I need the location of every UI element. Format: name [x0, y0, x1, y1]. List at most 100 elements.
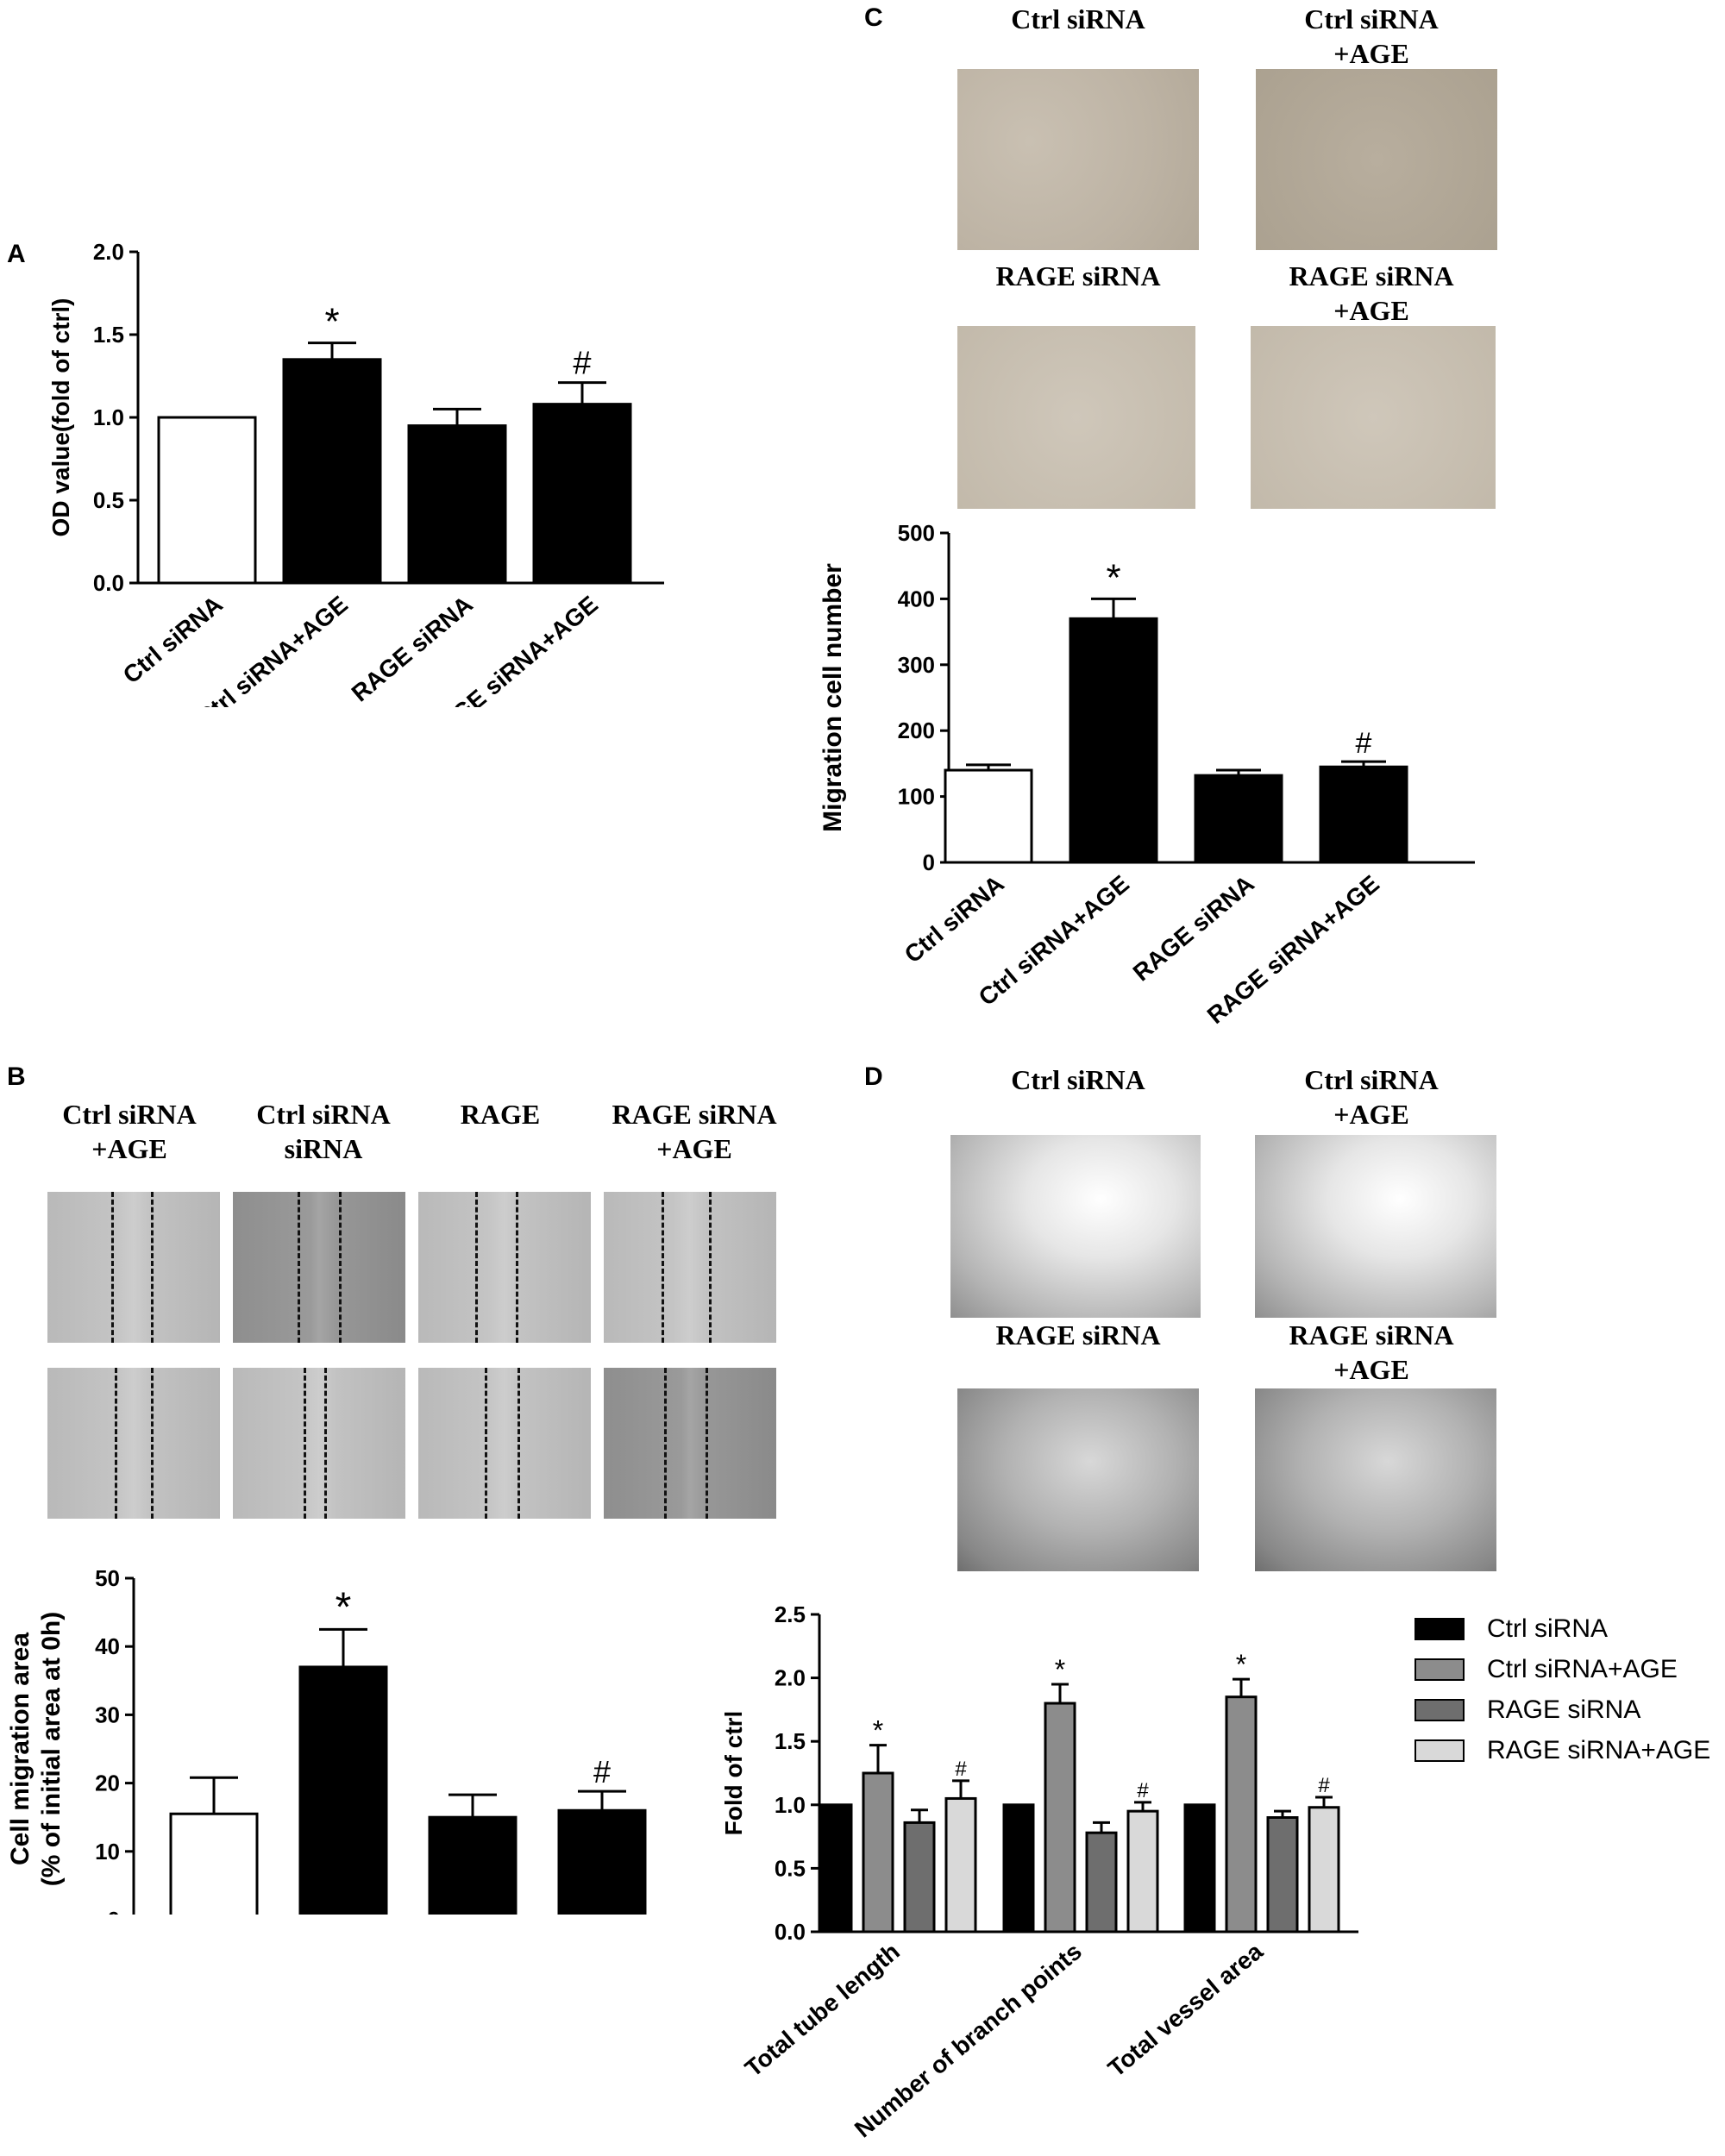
chart-c-bar	[1319, 765, 1408, 864]
chart-d-fold-of-ctrl: 0.0 0.5 1.0 1.5 2.0 2.5 Fold of ctrl * # Total tu…	[720, 1601, 1358, 2143]
chart-a-y-tick-label: 1.5	[93, 322, 124, 348]
chart-c-y-tick-label: 400	[898, 586, 935, 611]
chart-d-x-tick-label: Total tube length	[740, 1938, 905, 2082]
panel-label-b: B	[7, 1062, 26, 1091]
chart-b-y-tick-label: 10	[95, 1839, 120, 1865]
panel-d-label-ctrl-age: Ctrl siRNA +AGE	[1304, 1064, 1439, 1130]
chart-d-bar	[1266, 1816, 1299, 1934]
wound-image-row1-col4	[604, 1192, 776, 1343]
chart-d-bar	[1308, 1806, 1340, 1934]
chart-d-bar	[903, 1821, 936, 1934]
legend-item: RAGE siRNA+AGE	[1414, 1736, 1710, 1765]
transwell-image-rage-sirna-age	[1251, 326, 1496, 509]
panel-b-label-rage-age: RAGE siRNA +AGE	[612, 1099, 777, 1164]
chart-c-significance-marker: #	[1356, 727, 1372, 760]
chart-a-bar	[407, 424, 507, 585]
chart-a-y-axis-label: OD value(fold of ctrl)	[47, 298, 74, 537]
chart-b-bar	[428, 1815, 518, 1915]
chart-d-y-tick-label: 0.5	[775, 1855, 806, 1881]
legend-label: RAGE siRNA+AGE	[1487, 1736, 1711, 1764]
panel-b-label-ctrl-age: Ctrl siRNA +AGE	[62, 1099, 197, 1164]
tube-image-ctrl-sirna-age	[1255, 1135, 1496, 1318]
legend-item: Ctrl siRNA+AGE	[1414, 1655, 1678, 1684]
chart-b-bar	[557, 1808, 647, 1915]
chart-d-significance-marker: #	[1318, 1774, 1330, 1797]
chart-b-significance-marker: #	[593, 1754, 611, 1789]
panel-c-label-rage-age: RAGE siRNA +AGE	[1289, 260, 1454, 326]
chart-c-y-tick-label: 300	[898, 652, 935, 678]
wound-image-row1-col2	[233, 1192, 405, 1343]
chart-d-y-tick-label: 2.5	[775, 1601, 806, 1627]
chart-a-y-tick-label: 1.0	[93, 404, 124, 430]
panel-d-label-rage: RAGE siRNA	[995, 1319, 1161, 1351]
chart-a-bar	[282, 358, 382, 585]
chart-d-bar	[862, 1771, 894, 1934]
chart-d-bar	[1002, 1803, 1035, 1934]
chart-d-y-tick-label: 0.0	[775, 1919, 806, 1945]
chart-a-x-tick-label: Ctrl siRNA	[118, 591, 228, 689]
legend-swatch	[1414, 1739, 1465, 1762]
chart-c-bar	[944, 768, 1033, 864]
wound-image-row2-col1	[47, 1368, 220, 1519]
panel-label-a: A	[7, 240, 26, 268]
panel-c-label-ctrl-age: Ctrl siRNA +AGE	[1304, 3, 1439, 69]
tube-image-ctrl-sirna	[950, 1135, 1201, 1318]
wound-image-row1-col3	[418, 1192, 591, 1343]
legend-item: RAGE siRNA	[1414, 1695, 1640, 1725]
chart-d-y-axis-label: Fold of ctrl	[720, 1711, 747, 1836]
legend-label: Ctrl siRNA+AGE	[1487, 1655, 1678, 1683]
chart-c-x-tick-label: Ctrl siRNA	[900, 870, 1009, 968]
chart-d-significance-marker: *	[873, 1715, 883, 1746]
legend-label: Ctrl siRNA	[1487, 1614, 1608, 1643]
legend-swatch	[1414, 1658, 1465, 1681]
legend-swatch	[1414, 1618, 1465, 1640]
chart-c-migration-cell-number: 0 100 200 300 400 500 Migration cell number Ctr…	[819, 520, 1475, 1029]
chart-a-bar	[532, 403, 632, 585]
chart-d-bar	[1085, 1831, 1118, 1934]
chart-d-significance-marker: #	[1137, 1779, 1149, 1802]
chart-b-significance-marker: *	[336, 1584, 352, 1630]
chart-a-y-tick-label: 0.5	[93, 487, 124, 513]
chart-d-y-tick-label: 2.0	[775, 1665, 806, 1691]
panel-c-label-ctrl: Ctrl siRNA	[1011, 3, 1145, 34]
wound-image-row2-col3	[418, 1368, 591, 1519]
chart-d-significance-marker: #	[955, 1758, 967, 1781]
chart-b-bar	[298, 1665, 388, 1915]
chart-c-y-tick-label: 100	[898, 784, 935, 810]
chart-b-y-axis-label-line1: Cell migration area	[6, 1633, 34, 1865]
chart-c-bar	[1069, 617, 1158, 864]
panel-d-label-ctrl: Ctrl siRNA	[1011, 1064, 1145, 1095]
transwell-image-ctrl-sirna-age	[1256, 69, 1497, 250]
chart-d-significance-marker: *	[1055, 1654, 1065, 1685]
chart-b-y-tick-label: 30	[95, 1702, 120, 1727]
chart-b-y-tick-label: 50	[95, 1565, 120, 1591]
transwell-image-ctrl-sirna	[957, 69, 1199, 250]
wound-image-row1-col1	[47, 1192, 220, 1343]
chart-d-bar	[1126, 1809, 1159, 1934]
chart-d-bar	[944, 1796, 977, 1934]
chart-a-y-tick-label: 0.0	[93, 570, 124, 596]
transwell-image-rage-sirna	[957, 326, 1195, 509]
panel-label-c: C	[864, 3, 883, 32]
chart-c-x-tick-label: RAGE siRNA	[1128, 870, 1259, 987]
chart-d-significance-marker: *	[1236, 1649, 1246, 1680]
chart-a-significance-marker: #	[573, 346, 591, 382]
chart-b-y-tick-label: 0	[108, 1907, 120, 1915]
wound-image-row2-col2	[233, 1368, 405, 1519]
tube-image-rage-sirna-age	[1255, 1388, 1496, 1571]
chart-b-y-axis-label-line2: (% of initial area at 0h)	[37, 1612, 66, 1886]
chart-c-bar	[1194, 774, 1283, 864]
chart-d-bar	[1225, 1695, 1258, 1934]
chart-a-od-value: 0.0 0.5 1.0 1.5 2.0 OD value(fold of ctrl) Ctr…	[47, 239, 664, 707]
chart-d-legend: Ctrl siRNA Ctrl siRNA+AGE RAGE siRNA RAGE s…	[1414, 1614, 1716, 1787]
panel-label-d: D	[864, 1062, 883, 1091]
chart-b-y-tick-label: 40	[95, 1633, 120, 1659]
chart-b-bar	[169, 1812, 259, 1915]
chart-b-y-tick-label: 20	[95, 1771, 120, 1796]
chart-d-bar	[820, 1803, 853, 1934]
panel-d-label-rage-age: RAGE siRNA +AGE	[1289, 1319, 1454, 1385]
wound-image-row2-col4	[604, 1368, 776, 1519]
legend-label: RAGE siRNA	[1487, 1695, 1641, 1724]
chart-c-y-tick-label: 0	[923, 849, 935, 875]
chart-a-y-tick-label: 2.0	[93, 239, 124, 265]
